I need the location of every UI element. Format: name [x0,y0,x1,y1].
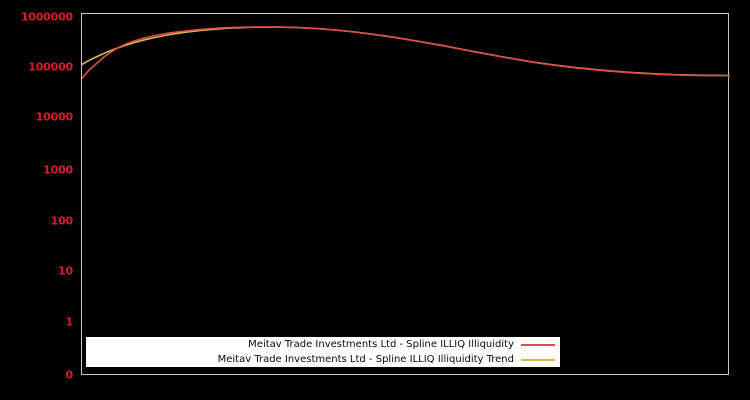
legend-item: Meitav Trade Investments Ltd - Spline IL… [86,337,560,352]
legend-item-label: Meitav Trade Investments Ltd - Spline IL… [217,354,514,365]
y-tick-label: 100000 [28,60,73,74]
y-tick-label: 100 [50,214,74,228]
y-tick-label: 1000 [43,163,73,177]
legend-color-swatch [521,343,555,346]
legend-item-label: Meitav Trade Investments Ltd - Spline IL… [248,339,514,350]
legend-color-swatch [521,358,555,361]
y-tick-label: 0 [65,368,74,382]
legend-item: Meitav Trade Investments Ltd - Spline IL… [86,352,560,367]
y-tick-label: 10 [58,264,73,278]
series-canvas [82,26,730,80]
series-line-illiquidity [82,26,730,80]
y-tick-label: 1 [65,315,74,329]
y-tick-label: 10000 [35,110,73,124]
chart-legend: Meitav Trade Investments Ltd - Spline IL… [86,337,560,367]
y-axis: 1000000 100000 10000 1000 100 10 1 0 [0,0,78,400]
y-tick-label: 1000000 [20,10,73,24]
series-line-trend [82,26,730,77]
plot-area [81,13,730,375]
